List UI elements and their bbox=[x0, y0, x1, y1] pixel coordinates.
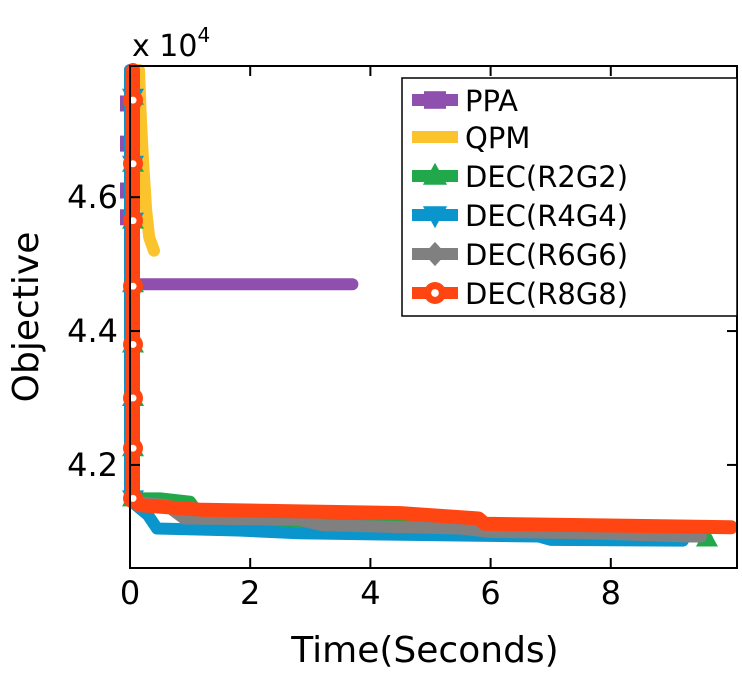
legend-label: QPM bbox=[465, 121, 530, 155]
legend-marker bbox=[424, 91, 446, 109]
series-marker bbox=[123, 334, 144, 355]
x-tick-label: 8 bbox=[601, 574, 621, 612]
series-marker bbox=[123, 276, 144, 297]
series-marker bbox=[123, 438, 144, 459]
legend-item: DEC(R8G8) bbox=[412, 277, 628, 311]
legend-label: DEC(R6G6) bbox=[465, 238, 628, 272]
legend-marker bbox=[422, 162, 448, 185]
legend-marker bbox=[422, 206, 448, 229]
legend-item: DEC(R6G6) bbox=[412, 238, 628, 272]
y-tick-label: 4.6 bbox=[67, 178, 118, 216]
series-marker bbox=[123, 488, 144, 509]
x-tick-label: 6 bbox=[480, 574, 500, 612]
series-decr8g8 bbox=[123, 63, 738, 535]
legend-item: PPA bbox=[412, 84, 518, 118]
series-qpm bbox=[133, 64, 160, 257]
x-tick-label: 0 bbox=[120, 574, 140, 612]
legend-box bbox=[401, 77, 738, 317]
y-tick-label: 4.4 bbox=[67, 312, 118, 350]
x-tick-label: 2 bbox=[240, 574, 260, 612]
legend-label: DEC(R8G8) bbox=[465, 277, 628, 311]
series-layer bbox=[120, 63, 738, 547]
axis-ticks: 0 2 4 6 8 4.2 4.4 4.6 bbox=[67, 66, 737, 612]
series-marker bbox=[123, 387, 144, 408]
legend-item: DEC(R2G2) bbox=[412, 160, 628, 194]
series-line bbox=[133, 64, 160, 257]
y-axis-label: Objective bbox=[6, 232, 47, 403]
legend-label: PPA bbox=[465, 84, 518, 118]
y-tick-label: 4.2 bbox=[67, 446, 118, 484]
x-axis-label: Time(Seconds) bbox=[290, 630, 558, 671]
series-line bbox=[124, 64, 359, 291]
series-marker bbox=[123, 210, 144, 231]
legend-item: DEC(R4G4) bbox=[412, 199, 628, 233]
plot-frame bbox=[129, 65, 738, 569]
legend-label: DEC(R4G4) bbox=[465, 199, 628, 233]
legend-marker bbox=[424, 282, 446, 304]
series-marker bbox=[123, 153, 144, 174]
y-multiplier-exponent: 4 bbox=[197, 23, 210, 47]
y-multiplier: x 104 bbox=[132, 23, 210, 64]
legend-label: DEC(R2G2) bbox=[465, 160, 628, 194]
legend-item: QPM bbox=[412, 121, 530, 155]
x-tick-label: 4 bbox=[360, 574, 380, 612]
legend-marker bbox=[424, 241, 446, 267]
series-marker bbox=[123, 90, 144, 111]
